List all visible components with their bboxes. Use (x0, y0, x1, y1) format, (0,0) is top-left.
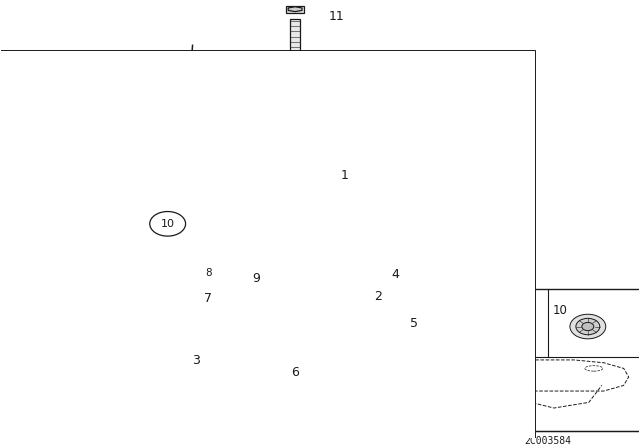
Circle shape (384, 294, 394, 301)
FancyBboxPatch shape (281, 197, 309, 270)
Text: 4: 4 (392, 268, 399, 281)
Ellipse shape (344, 282, 415, 423)
Ellipse shape (179, 346, 193, 356)
Ellipse shape (285, 180, 305, 184)
Text: 5: 5 (410, 317, 417, 330)
FancyBboxPatch shape (285, 104, 305, 182)
Polygon shape (288, 7, 302, 12)
Circle shape (499, 375, 519, 388)
Circle shape (570, 314, 605, 339)
Text: 6: 6 (291, 366, 299, 379)
Circle shape (384, 405, 394, 411)
Ellipse shape (370, 334, 389, 371)
Text: 2C003584: 2C003584 (525, 436, 572, 446)
Circle shape (582, 323, 594, 331)
Circle shape (218, 273, 227, 280)
Text: 1: 1 (341, 168, 349, 181)
Text: 7: 7 (205, 293, 212, 306)
Circle shape (351, 383, 361, 390)
Circle shape (362, 274, 378, 285)
Circle shape (576, 319, 600, 335)
Ellipse shape (275, 84, 315, 91)
Ellipse shape (479, 323, 489, 327)
Text: 8: 8 (205, 267, 212, 278)
FancyBboxPatch shape (0, 50, 535, 448)
FancyBboxPatch shape (481, 328, 487, 333)
FancyBboxPatch shape (479, 325, 489, 328)
Circle shape (404, 349, 414, 356)
Text: 8: 8 (462, 304, 470, 317)
Polygon shape (255, 263, 390, 328)
Text: 10: 10 (553, 304, 568, 317)
Ellipse shape (332, 259, 428, 446)
Circle shape (150, 211, 186, 236)
Circle shape (366, 277, 374, 282)
Circle shape (351, 315, 361, 322)
Text: 2: 2 (374, 289, 381, 302)
Ellipse shape (281, 267, 309, 272)
Ellipse shape (250, 315, 260, 321)
Text: 3: 3 (191, 354, 200, 367)
Ellipse shape (281, 194, 309, 199)
FancyBboxPatch shape (290, 19, 300, 74)
FancyBboxPatch shape (286, 6, 304, 13)
Text: 10: 10 (161, 219, 175, 229)
Ellipse shape (360, 315, 399, 390)
FancyBboxPatch shape (454, 289, 640, 431)
Polygon shape (241, 284, 270, 314)
Ellipse shape (230, 78, 360, 96)
Text: 11: 11 (329, 9, 345, 22)
Text: 9: 9 (252, 272, 260, 285)
Polygon shape (285, 325, 315, 367)
Ellipse shape (255, 81, 335, 93)
Polygon shape (248, 284, 268, 306)
